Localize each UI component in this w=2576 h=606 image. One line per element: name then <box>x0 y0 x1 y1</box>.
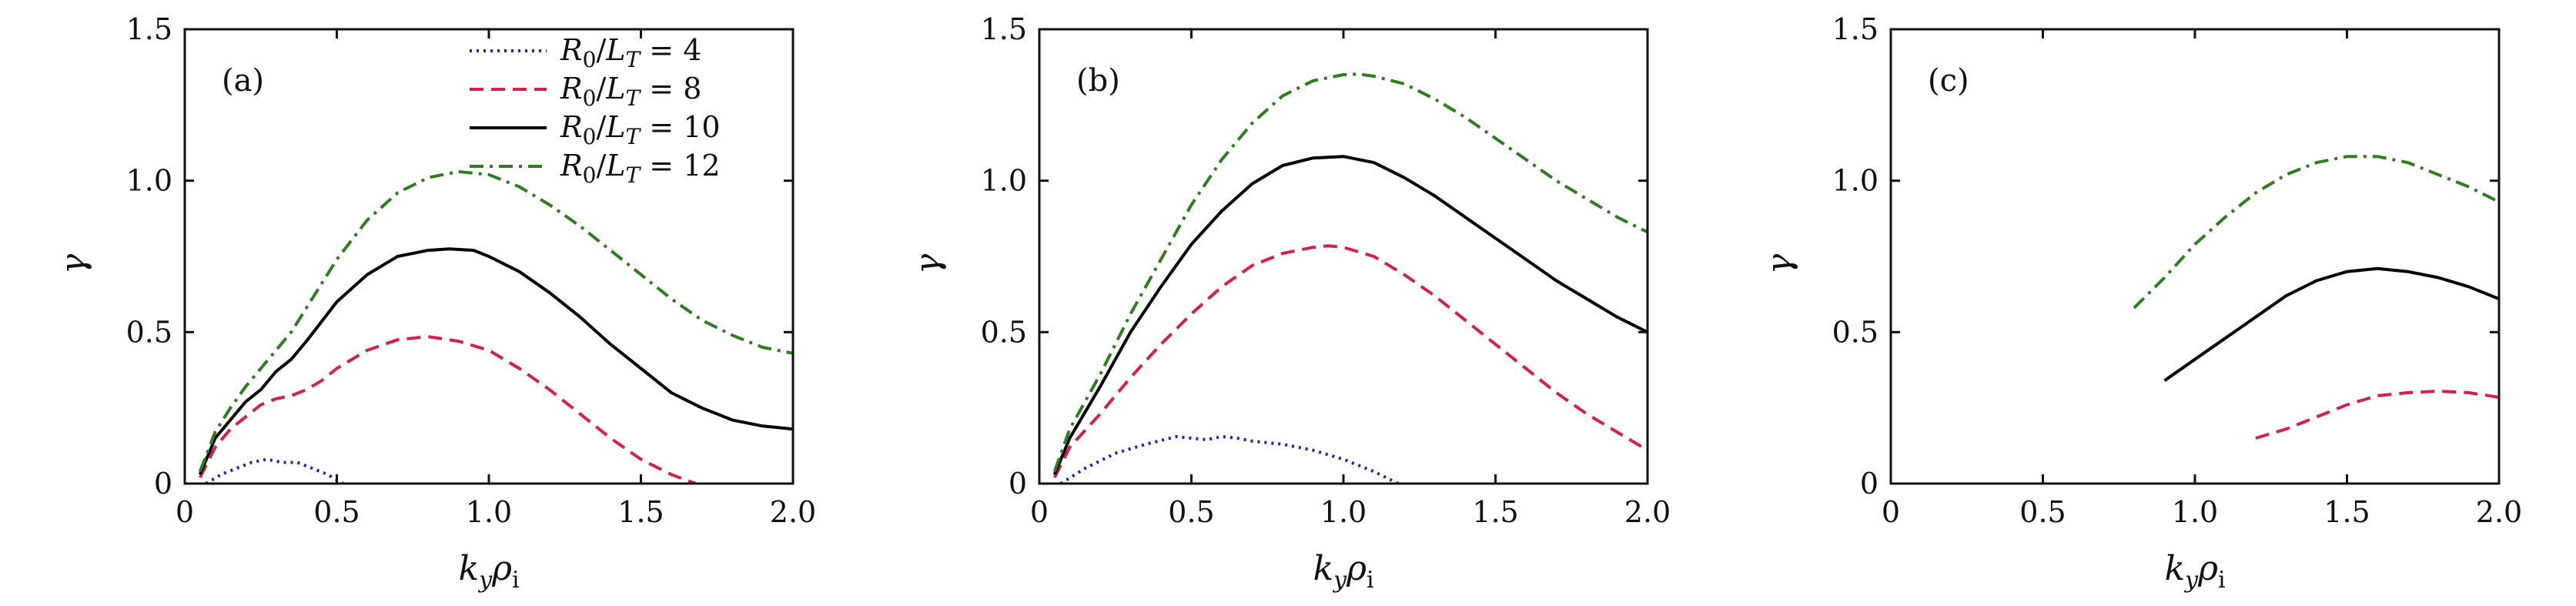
x-tick-label: 1.0 <box>466 495 512 529</box>
x-tick-label: 2.0 <box>1624 495 1671 529</box>
x-tick-label: 0.5 <box>2019 495 2066 529</box>
y-tick-label: 1.0 <box>1832 164 1878 198</box>
x-tick-label: 1.0 <box>2172 495 2218 529</box>
x-tick-label: 1.5 <box>1472 495 1518 529</box>
x-axis-label: kyρi <box>458 549 519 594</box>
panel-b: 0 0.5 1.0 1.5 2.0 0 0.5 1.0 1.5 (b) kyρi γ <box>908 12 1671 594</box>
x-axis-label: kyρi <box>1313 549 1373 594</box>
y-tick-label: 0 <box>1860 467 1878 501</box>
y-tick-label: 1.5 <box>981 12 1027 46</box>
panel-c: 0 0.5 1.0 1.5 2.0 0 0.5 1.0 1.5 (c) kyρi γ <box>1760 12 2522 594</box>
y-tick-label: 1.0 <box>126 164 172 198</box>
series-line-r0-lt-10 <box>2163 266 2499 382</box>
panel-label: (b) <box>1076 63 1120 99</box>
y-tick-label: 1.5 <box>126 12 172 46</box>
x-axis-label: kyρi <box>2164 549 2225 594</box>
legend-entry-label: R0/LT = 12 <box>560 149 721 188</box>
series-line-r0-lt-10 <box>198 247 793 475</box>
plot-frame <box>1889 28 2501 485</box>
series-line-r0-lt-12 <box>198 169 793 473</box>
panel-label: (c) <box>1928 63 1969 99</box>
y-axis-label: γ <box>1760 253 1799 274</box>
y-tick-label: 0.5 <box>981 315 1027 349</box>
x-tick-label: 0.5 <box>313 495 360 529</box>
legend-entry-label: R0/LT = 8 <box>560 72 701 111</box>
series-line-r0-lt-8 <box>199 335 697 484</box>
x-tick-label: 2.0 <box>2476 495 2522 529</box>
x-tick-label: 0 <box>1030 495 1049 529</box>
legend-entry-label: R0/LT = 10 <box>560 110 721 149</box>
series-line-r0-lt-8 <box>2255 390 2499 440</box>
series-line-r0-lt-8 <box>1053 244 1648 478</box>
series-line-r0-lt-4 <box>205 457 344 484</box>
y-tick-label: 0.5 <box>1832 315 1878 349</box>
series-line-r0-lt-12 <box>2133 155 2499 310</box>
x-tick-label: 2.0 <box>770 495 816 529</box>
x-tick-label: 0 <box>176 495 194 529</box>
plot-frame <box>1038 28 1649 485</box>
x-tick-label: 0.5 <box>1168 495 1214 529</box>
x-tick-label: 1.5 <box>2323 495 2370 529</box>
y-axis-label: γ <box>54 253 93 274</box>
x-tick-label: 1.5 <box>617 495 664 529</box>
panel-label: (a) <box>222 63 264 99</box>
series-line-r0-lt-10 <box>1052 155 1648 475</box>
x-tick-label: 1.0 <box>1320 495 1367 529</box>
x-tick-label: 0 <box>1882 495 1900 529</box>
y-tick-label: 0 <box>154 467 172 501</box>
y-axis-label: γ <box>908 253 948 274</box>
y-tick-label: 0.5 <box>126 315 172 349</box>
y-tick-label: 1.5 <box>1832 12 1878 46</box>
series-line-r0-lt-4 <box>1059 435 1399 484</box>
series-line-r0-lt-12 <box>1052 72 1648 472</box>
panel-a: 0 0.5 1.0 1.5 2.0 0 0.5 1.0 1.5 (a) kyρi γ <box>54 12 816 594</box>
legend-entry-label: R0/LT = 4 <box>560 33 701 72</box>
y-tick-label: 1.0 <box>981 164 1027 198</box>
y-tick-label: 0 <box>1009 467 1027 501</box>
